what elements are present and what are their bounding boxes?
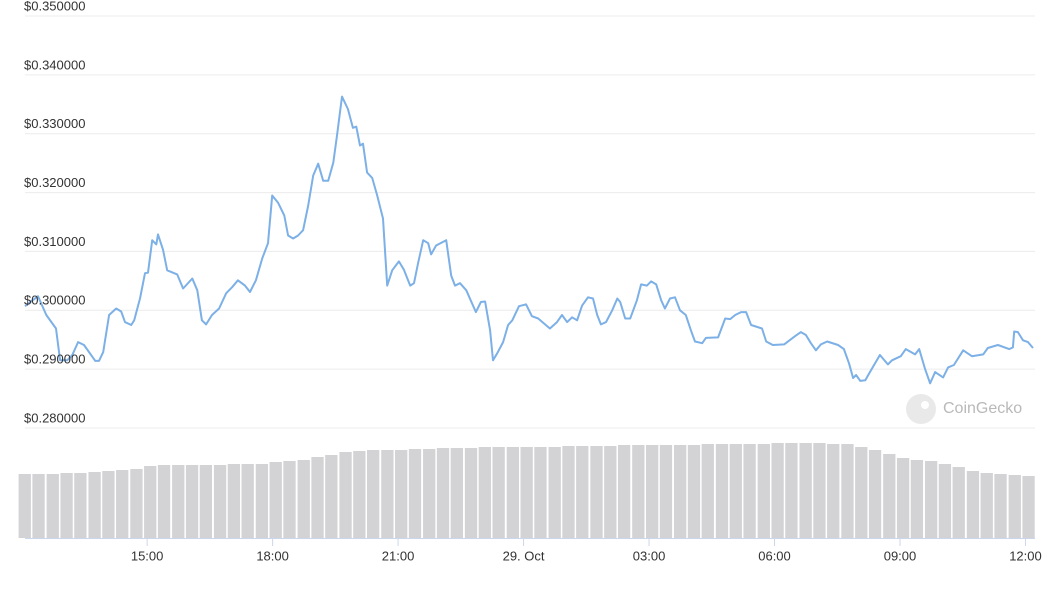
x-tick-label: 29. Oct bbox=[503, 548, 545, 563]
volume-bar bbox=[436, 448, 450, 538]
x-tick-label: 21:00 bbox=[382, 548, 415, 563]
volume-bar bbox=[883, 454, 896, 538]
volume-bar bbox=[604, 446, 617, 538]
labels: $0.280000 $0.290000 $0.300000 $0.310000 $0.3… bbox=[24, 0, 1042, 563]
watermark-logo bbox=[906, 394, 936, 424]
volume-bar bbox=[924, 461, 938, 538]
volume-bar bbox=[938, 464, 952, 538]
volume-bar bbox=[311, 457, 324, 538]
volume-bars bbox=[18, 443, 1035, 538]
volume-bar bbox=[339, 452, 352, 538]
y-tick-label: $0.320000 bbox=[24, 175, 85, 190]
volume-bar bbox=[1008, 475, 1021, 538]
volume-bar bbox=[855, 447, 868, 538]
volume-bar bbox=[548, 447, 561, 538]
volume-bar bbox=[423, 449, 436, 538]
volume-bar bbox=[868, 450, 882, 538]
volume-bar bbox=[283, 461, 296, 538]
y-tick-label: $0.280000 bbox=[24, 410, 85, 425]
volume-bar bbox=[757, 444, 770, 538]
volume-bar bbox=[617, 445, 631, 538]
volume-bar bbox=[534, 447, 547, 538]
price-lines bbox=[24, 95, 1034, 385]
volume-bar bbox=[74, 473, 87, 538]
volume-bar bbox=[18, 474, 31, 538]
volume-bar bbox=[1022, 476, 1035, 538]
y-tick-label: $0.330000 bbox=[24, 116, 85, 131]
volume-bar bbox=[687, 445, 701, 538]
volume-bar bbox=[32, 474, 45, 538]
volume-bar bbox=[645, 445, 659, 538]
x-tick-label: 03:00 bbox=[633, 548, 666, 563]
volume-bar bbox=[576, 446, 589, 538]
volume-bar bbox=[743, 444, 756, 538]
volume-bar bbox=[841, 444, 854, 538]
volume-bar bbox=[213, 465, 227, 538]
x-tick-label: 15:00 bbox=[131, 548, 164, 563]
volume-bar bbox=[478, 447, 491, 538]
volume-bar bbox=[771, 443, 784, 538]
volume-bar bbox=[297, 460, 310, 538]
x-tick-label: 09:00 bbox=[884, 548, 917, 563]
volume-bar bbox=[450, 448, 463, 538]
volume-bar bbox=[827, 444, 840, 538]
y-tick-label: $0.300000 bbox=[24, 293, 85, 308]
x-tick-label: 06:00 bbox=[758, 548, 791, 563]
volume-bar bbox=[590, 446, 603, 538]
x-tick-label: 18:00 bbox=[256, 548, 289, 563]
volume-bar bbox=[813, 443, 826, 538]
volume-bar bbox=[520, 447, 533, 538]
volume-bar bbox=[46, 474, 59, 538]
volume-bar bbox=[562, 446, 575, 538]
volume-bar bbox=[896, 458, 910, 538]
volume-bar bbox=[910, 460, 924, 538]
volume-bar bbox=[799, 443, 812, 538]
volume-bar bbox=[715, 444, 729, 538]
volume-bar bbox=[353, 451, 366, 538]
volume-bar bbox=[172, 465, 185, 538]
watermark-text: CoinGecko bbox=[943, 400, 1022, 417]
y-tick-label: $0.310000 bbox=[24, 234, 85, 249]
volume-bar bbox=[255, 464, 269, 538]
volume-bar bbox=[185, 465, 199, 538]
volume-bar bbox=[492, 447, 505, 538]
volume-bar bbox=[395, 450, 408, 538]
volume-bar bbox=[325, 455, 338, 538]
volume-bar bbox=[701, 444, 714, 538]
volume-bar bbox=[88, 472, 101, 538]
volume-bar bbox=[144, 466, 157, 538]
volume-bar bbox=[381, 450, 394, 538]
volume-bar bbox=[241, 464, 254, 538]
volume-bar bbox=[157, 465, 171, 538]
volume-bar bbox=[506, 447, 520, 538]
y-tick-label: $0.290000 bbox=[24, 352, 85, 367]
volume-bar bbox=[227, 464, 241, 538]
volume-bar bbox=[367, 450, 380, 538]
volume-bar bbox=[729, 444, 742, 538]
volume-bar bbox=[130, 469, 143, 538]
volume-bar bbox=[199, 465, 213, 538]
y-tick-label: $0.340000 bbox=[24, 57, 85, 72]
volume-bar bbox=[464, 448, 478, 538]
volume-bar bbox=[269, 462, 282, 538]
price-line bbox=[24, 95, 1034, 385]
volume-bar bbox=[102, 471, 115, 538]
volume-bar bbox=[674, 445, 687, 538]
watermark: CoinGecko bbox=[906, 394, 1022, 424]
volume-bar bbox=[980, 473, 993, 538]
x-tick-label: 12:00 bbox=[1009, 548, 1042, 563]
volume-bar bbox=[659, 445, 673, 538]
volume-bar bbox=[952, 467, 965, 538]
volume-bar bbox=[966, 471, 980, 538]
watermark-logo-eye bbox=[921, 401, 929, 409]
volume-bar bbox=[785, 443, 798, 538]
volume-bar bbox=[60, 473, 73, 538]
volume-bar bbox=[632, 445, 645, 538]
volume-bar bbox=[994, 474, 1007, 538]
volume-bar bbox=[116, 470, 129, 538]
y-tick-label: $0.350000 bbox=[24, 0, 85, 13]
volume-bar bbox=[408, 449, 422, 538]
